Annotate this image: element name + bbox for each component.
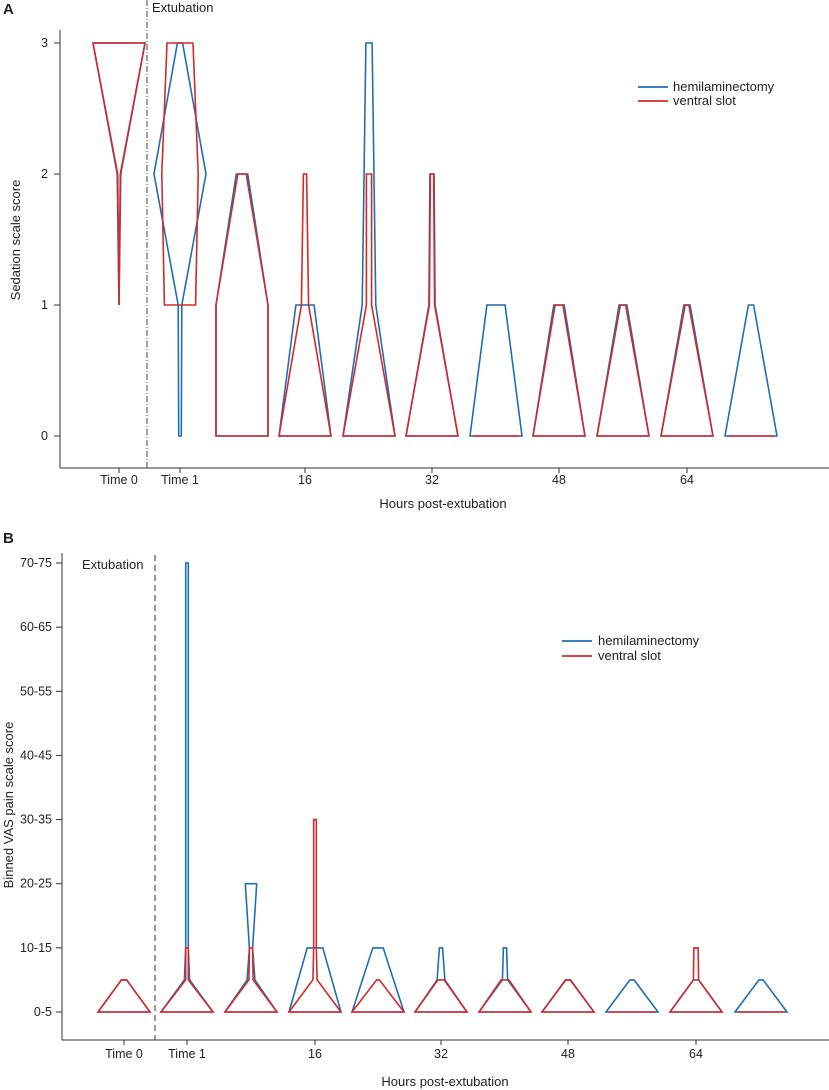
y-tick-label-a-3: 3 <box>41 36 48 50</box>
violin-b-hemilaminectomy-time-0 <box>96 979 152 1013</box>
y-tick-label-a-0: 0 <box>41 429 48 443</box>
x-ticks-b: Time 0 Time 1 16 32 48 64 <box>105 1040 703 1061</box>
violin-a-hemilaminectomy-64 <box>660 304 714 437</box>
y-tick-label-b-4: 40-45 <box>20 748 52 762</box>
y-tick-label-a-1: 1 <box>41 298 48 312</box>
violin-b-hemilaminectomy-56 <box>604 979 660 1013</box>
y-tick-label-b-1: 10-15 <box>20 941 52 955</box>
extubation-label-b: Extubation <box>82 557 143 572</box>
legend-label-ventral-slot-a: ventral slot <box>673 93 736 108</box>
y-tick-label-a-2: 2 <box>41 167 48 181</box>
violin-a-ventral-slot-64 <box>660 304 714 437</box>
violin-a-hemilaminectomy-24 <box>342 42 396 437</box>
x-tick-label-b-5: 64 <box>689 1047 703 1061</box>
violin-b-ventral-slot-time-0 <box>96 979 152 1013</box>
x-tick-label-b-3: 32 <box>434 1047 448 1061</box>
violin-b-ventral-slot-time-1 <box>159 947 215 1013</box>
violin-b-ventral-slot-32 <box>413 979 469 1013</box>
legend-a: hemilaminectomy ventral slot <box>638 79 775 108</box>
violin-a-hemilaminectomy-8 <box>215 173 269 437</box>
x-axis-title-b: Hours post-extubation <box>381 1074 508 1089</box>
y-tick-label-b-7: 70-75 <box>20 556 52 570</box>
y-tick-label-b-3: 30-35 <box>20 813 52 827</box>
x-tick-label-a-5: 64 <box>680 473 694 487</box>
violin-a-hemilaminectomy-40 <box>469 304 523 437</box>
legend-b: hemilaminectomy ventral slot <box>562 633 700 663</box>
x-tick-label-a-0: Time 0 <box>100 473 138 487</box>
y-ticks-a: 0 1 2 3 <box>41 36 60 443</box>
y-ticks-b: 0-5 10-15 20-25 30-35 40-45 50-55 60-65 70-75 <box>20 556 62 1019</box>
x-tick-label-b-0: Time 0 <box>105 1047 143 1061</box>
legend-label-hemilaminectomy-a: hemilaminectomy <box>673 79 775 94</box>
violins-a <box>92 42 778 437</box>
legend-label-hemilaminectomy-b: hemilaminectomy <box>598 633 700 648</box>
legend-label-ventral-slot-b: ventral slot <box>598 648 661 663</box>
violin-a-hemilaminectomy-72 <box>724 304 778 437</box>
x-tick-label-b-1: Time 1 <box>168 1047 206 1061</box>
violin-b-hemilaminectomy-72 <box>733 979 789 1013</box>
violin-a-ventral-slot-56 <box>596 304 650 437</box>
violin-b-ventral-slot-40 <box>477 979 533 1013</box>
violin-b-hemilaminectomy-time-1 <box>159 562 215 1013</box>
y-axis-title-a: Sedation scale score <box>8 180 23 301</box>
violin-a-ventral-slot-16 <box>278 173 332 437</box>
violin-b-ventral-slot-64 <box>668 947 724 1013</box>
violin-a-ventral-slot-32 <box>405 173 459 437</box>
x-tick-label-b-2: 16 <box>308 1047 322 1061</box>
panel-a: A 0 1 2 3 Time 0 Time 1 16 32 48 64 Extubation h… <box>3 0 829 511</box>
violin-a-ventral-slot-time-0 <box>92 42 146 306</box>
x-tick-label-a-3: 32 <box>425 473 439 487</box>
violin-b-ventral-slot-48 <box>540 979 596 1013</box>
x-tick-label-b-4: 48 <box>561 1047 575 1061</box>
panel-letter-a: A <box>3 1 14 18</box>
violin-a-ventral-slot-8 <box>215 173 269 437</box>
violin-b-ventral-slot-16 <box>287 818 343 1013</box>
y-axis-title-b: Binned VAS pain scale score <box>1 722 16 889</box>
y-tick-label-b-2: 20-25 <box>20 877 52 891</box>
x-tick-label-a-4: 48 <box>552 473 566 487</box>
panel-b: B 0-5 10-15 20-25 30-35 40-45 50-55 60-65 70-75… <box>1 530 829 1089</box>
violin-b-ventral-slot-24 <box>350 979 406 1013</box>
violin-a-ventral-slot-time-1 <box>160 42 200 306</box>
panel-letter-b: B <box>3 530 14 547</box>
x-tick-label-a-1: Time 1 <box>161 473 199 487</box>
violin-b-hemilaminectomy-48 <box>540 979 596 1013</box>
violin-a-hemilaminectomy-48 <box>532 304 586 437</box>
y-tick-label-b-5: 50-55 <box>20 684 52 698</box>
violin-a-hemilaminectomy-time-1 <box>153 42 207 437</box>
violin-b-ventral-slot-8 <box>223 947 279 1013</box>
x-tick-label-a-2: 16 <box>298 473 312 487</box>
violin-a-ventral-slot-24 <box>342 173 396 437</box>
violins-b <box>96 562 789 1013</box>
x-axis-title-a: Hours post-extubation <box>379 496 506 511</box>
y-tick-label-b-0: 0-5 <box>34 1005 52 1019</box>
violin-a-hemilaminectomy-56 <box>596 304 650 437</box>
extubation-label-a: Extubation <box>152 0 213 15</box>
y-tick-label-b-6: 60-65 <box>20 620 52 634</box>
x-ticks-a: Time 0 Time 1 16 32 48 64 <box>100 468 694 487</box>
violin-a-hemilaminectomy-16 <box>278 304 332 437</box>
violin-a-ventral-slot-48 <box>532 304 586 437</box>
violin-b-hemilaminectomy-64 <box>668 979 724 1013</box>
